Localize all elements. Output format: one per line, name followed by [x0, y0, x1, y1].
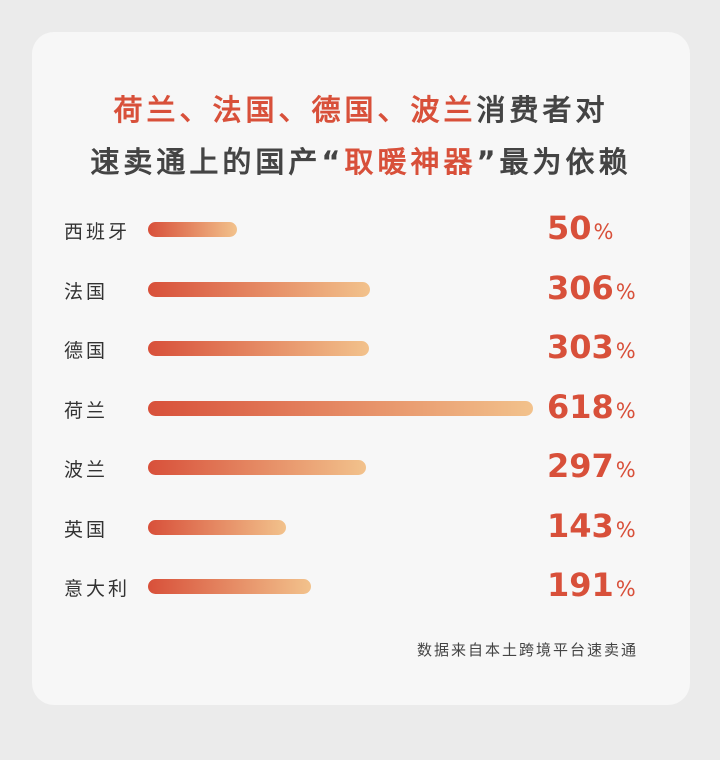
category-label: 法国 [64, 280, 109, 303]
title-highlight: 取暖神器 [344, 145, 477, 179]
unit-label: % [615, 517, 636, 542]
value-number: 303 [547, 328, 614, 366]
value-number: 191 [547, 566, 614, 604]
value-number: 306 [547, 268, 614, 307]
bar-row: 德国 303% [32, 328, 690, 368]
bar [148, 579, 311, 594]
bar [148, 460, 366, 475]
bar-row: 波兰 297% [32, 447, 690, 487]
unit-label: % [615, 279, 636, 304]
bar-row: 荷兰 618% [32, 388, 690, 428]
unit-label: % [615, 458, 636, 482]
value-label: 191% [547, 566, 636, 604]
bar [148, 400, 533, 416]
bar-row: 意大利 191% [32, 566, 690, 606]
unit-label: % [615, 577, 636, 601]
value-label: 306% [547, 269, 636, 307]
bar [148, 519, 286, 535]
category-label: 荷兰 [64, 399, 109, 422]
value-label: 143% [547, 507, 636, 545]
title-text: 速卖通上的国产“ [90, 145, 345, 179]
value-label: 618% [547, 388, 636, 426]
bar [148, 222, 238, 237]
value-number: 618 [547, 387, 614, 426]
value-number: 297 [547, 447, 614, 485]
unit-label: % [615, 339, 636, 363]
category-label: 波兰 [64, 459, 109, 481]
bar-row: 英国 143% [32, 507, 690, 547]
category-label: 德国 [64, 340, 109, 362]
value-number: 50 [547, 209, 592, 247]
title-line-1: 荷兰、法国、德国、波兰消费者对 [32, 87, 690, 129]
value-label: 50% [547, 209, 614, 247]
title-text: ”最为依赖 [476, 145, 632, 179]
category-label: 英国 [64, 518, 109, 541]
chart-card: 荷兰、法国、德国、波兰消费者对 速卖通上的国产“取暖神器”最为依赖 西班牙 50%… [32, 32, 690, 705]
value-label: 297% [547, 447, 636, 485]
bar-row: 西班牙 50% [32, 209, 690, 249]
bar-row: 法国 306% [32, 269, 690, 309]
bar [148, 341, 369, 356]
value-label: 303% [547, 328, 636, 366]
title-line-2: 速卖通上的国产“取暖神器”最为依赖 [32, 139, 690, 181]
title-text: 消费者对 [476, 93, 609, 127]
bar [148, 281, 371, 297]
title-highlight: 荷兰、法国、德国、波兰 [113, 93, 477, 127]
value-number: 143 [547, 506, 614, 545]
source-note: 数据来自本土跨境平台速卖通 [416, 641, 638, 659]
unit-label: % [593, 220, 614, 244]
unit-label: % [615, 398, 636, 423]
category-label: 西班牙 [64, 221, 131, 243]
category-label: 意大利 [64, 578, 131, 600]
